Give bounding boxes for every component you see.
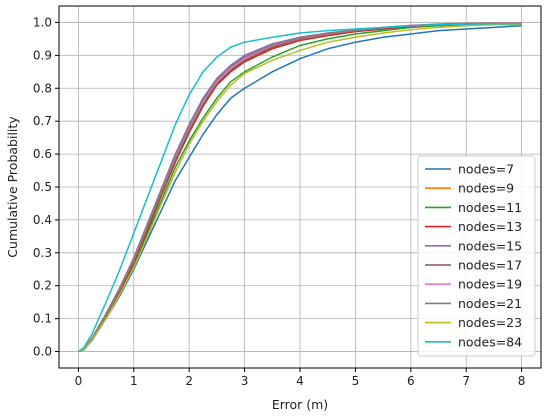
x-tick-label: 2	[185, 374, 193, 388]
x-tick-label: 6	[407, 374, 415, 388]
y-tick-label: 0.7	[33, 114, 52, 128]
series-line	[78, 23, 522, 353]
legend-entry-label: nodes=23	[458, 315, 522, 330]
y-tick-label: 1.0	[33, 15, 52, 29]
x-tick-label: 4	[296, 374, 304, 388]
legend-entry-label: nodes=15	[458, 238, 522, 253]
series-line	[77, 23, 522, 353]
legend-entry-label: nodes=84	[458, 334, 522, 349]
legend-box	[417, 155, 536, 357]
y-tick-label: 0.1	[33, 312, 52, 326]
y-tick-label: 0.5	[33, 180, 52, 194]
x-tick-label: 0	[75, 374, 83, 388]
legend-entry-label: nodes=19	[458, 277, 522, 292]
legend-entry-label: nodes=7	[458, 162, 514, 177]
y-tick-label: 0.3	[33, 246, 52, 260]
y-tick-label: 0.6	[33, 147, 52, 161]
y-tick-label: 0.2	[33, 279, 52, 293]
legend: nodes=7 nodes=9 nodes=11 nodes=13 nodes=15 no…	[417, 155, 536, 357]
y-tick-label: 0.8	[33, 81, 52, 95]
x-tick-label: 7	[462, 374, 470, 388]
x-tick-label: 1	[130, 374, 138, 388]
legend-entry-label: nodes=9	[458, 181, 514, 196]
y-axis-label: Cumulative Probability	[5, 116, 20, 258]
x-tick-label: 8	[518, 374, 526, 388]
axis-ticks: 0 1 2 3 4 5 6 7 8 0.0 0.1 0.2 0.3 0.4 0.5 0.6 0.7 0.8 0.9 1…	[33, 15, 526, 388]
x-tick-label: 5	[352, 374, 360, 388]
y-tick-label: 0.9	[33, 48, 52, 62]
legend-entry-label: nodes=11	[458, 200, 522, 215]
legend-entry-label: nodes=13	[458, 219, 522, 234]
y-tick-label: 0.4	[33, 213, 52, 227]
legend-entry-label: nodes=17	[458, 258, 522, 273]
series-line	[78, 23, 522, 353]
x-axis-label: Error (m)	[272, 397, 328, 412]
legend-entry-label: nodes=21	[458, 296, 522, 311]
x-tick-label: 3	[241, 374, 249, 388]
y-tick-label: 0.0	[33, 345, 52, 359]
series-lines	[77, 22, 522, 353]
